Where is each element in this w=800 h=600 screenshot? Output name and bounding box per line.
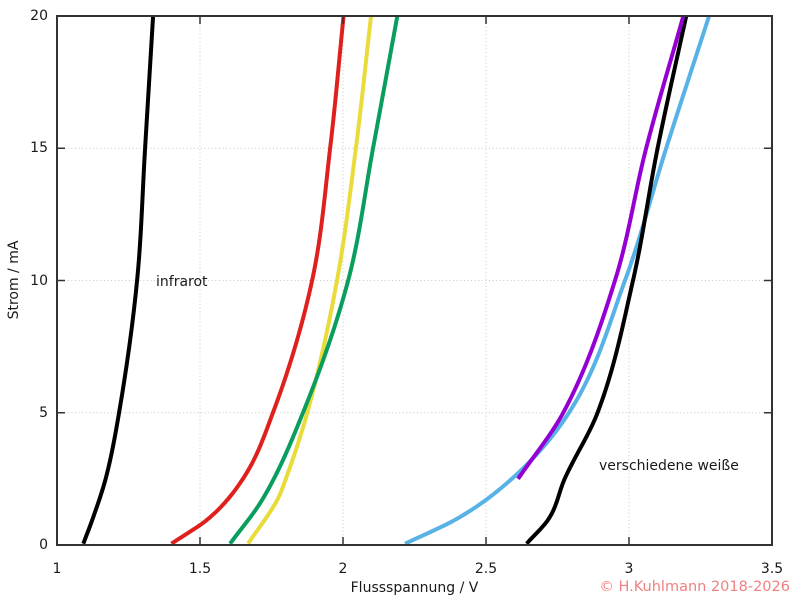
y-tick-label-10: 10: [30, 272, 48, 289]
curve-6-violett: [516, 16, 686, 481]
x-tick-label-3: 3: [624, 561, 634, 577]
plot-border: [56, 15, 773, 546]
annotation-verschiedene-weisse: verschiedene weiße: [599, 458, 739, 474]
curve-5-wei---schwarz-: [525, 16, 689, 545]
curve-3-gr-n: [228, 16, 400, 545]
curve-0-infrarot--schwarz-: [81, 16, 156, 545]
annotation-infrarot: infrarot: [156, 274, 208, 290]
x-tick-label-2: 2: [338, 561, 348, 577]
x-tick-label-1.5: 1.5: [188, 561, 212, 577]
copyright-notice: © H.Kuhlmann 2018-2026: [599, 579, 790, 595]
curve-2-gelb: [246, 16, 374, 545]
y-tick-label-0: 0: [39, 537, 48, 553]
y-axis-title: Strom / mA: [6, 240, 22, 320]
x-axis-title: Flussspannung / V: [350, 580, 479, 596]
y-tick-label-5: 5: [39, 404, 48, 421]
x-tick-label-2.5: 2.5: [474, 561, 498, 577]
curve-1-rot: [170, 16, 346, 545]
y-tick-label-20: 20: [30, 8, 48, 24]
y-tick-label-15: 15: [30, 140, 48, 157]
x-tick-label-1: 1: [52, 561, 62, 577]
x-tick-label-3.5: 3.5: [760, 561, 784, 577]
